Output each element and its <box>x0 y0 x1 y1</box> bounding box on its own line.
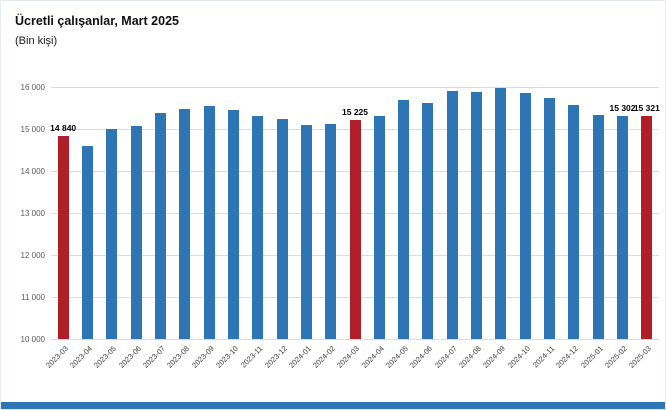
x-axis-tick-label: 2024-09 <box>481 344 508 370</box>
x-axis-tick-label: 2023-07 <box>140 344 167 370</box>
x-axis-tick-label: 2023-06 <box>116 344 143 370</box>
bar <box>568 105 580 339</box>
x-axis-tick-label: 2024-12 <box>554 344 581 370</box>
y-axis-tick-label: 12 000 <box>20 251 45 260</box>
footer-accent-bar <box>1 402 665 409</box>
x-axis-tick-label: 2024-05 <box>384 344 411 370</box>
bar <box>154 113 166 339</box>
x-axis-tick-label: 2024-07 <box>432 344 459 370</box>
y-axis-tick-label: 11 000 <box>21 293 45 302</box>
gridline <box>51 87 659 88</box>
x-axis-tick-label: 2023-04 <box>68 344 94 370</box>
x-axis-tick-label: 2023-03 <box>43 344 70 370</box>
x-axis-tick-label: 2024-03 <box>335 344 362 370</box>
bar <box>446 91 458 339</box>
bar <box>300 125 312 339</box>
bar <box>203 105 215 339</box>
bar <box>179 108 191 339</box>
bar <box>398 100 410 339</box>
bar-highlighted <box>641 115 653 339</box>
bar-value-label: 15 302 <box>609 103 636 114</box>
bar <box>592 115 604 339</box>
x-axis-tick-label: 2023-05 <box>92 344 119 370</box>
y-axis-tick-label: 14 000 <box>20 167 45 176</box>
x-axis-tick-label: 2023-11 <box>238 344 265 370</box>
bar-chart-plot-area: 10 000 11 000 12 000 13 000 14 000 15 000 16 0… <box>21 83 660 370</box>
x-axis-tick-label: 2024-01 <box>286 344 313 370</box>
bar <box>252 115 264 339</box>
x-axis-tick-label: 2024-06 <box>408 344 435 370</box>
gridline <box>51 339 659 340</box>
bar <box>227 109 239 339</box>
x-axis-tick-label: 2023-09 <box>189 344 216 370</box>
x-axis-tick-label: 2024-10 <box>505 344 532 370</box>
bar-highlighted <box>349 119 361 339</box>
y-axis-tick-label: 10 000 <box>20 335 45 344</box>
bar <box>544 97 556 339</box>
y-axis-tick-label: 15 000 <box>20 125 45 134</box>
bar <box>325 123 337 339</box>
bar <box>519 93 531 339</box>
bar <box>617 116 629 339</box>
x-axis-tick-label: 2024-11 <box>530 344 556 370</box>
x-axis-tick-label: 2025-01 <box>578 344 605 370</box>
bar <box>106 129 118 339</box>
bar-value-label: 14 840 <box>50 122 77 133</box>
bar <box>81 145 93 339</box>
bar <box>276 118 288 339</box>
x-axis-tick-label: 2023-08 <box>165 344 192 370</box>
y-axis-tick-label: 13 000 <box>20 209 45 218</box>
bar-highlighted <box>57 135 69 339</box>
x-axis-tick-label: 2024-02 <box>311 344 338 370</box>
bar-value-label: 15 225 <box>342 106 368 117</box>
bar-value-label: 15 321 <box>633 102 660 113</box>
bar <box>130 126 142 339</box>
bar <box>373 115 385 339</box>
chart-header: Ücretli çalışanlar, Mart 2025 (Bin kişi) <box>15 14 179 47</box>
bar <box>471 92 483 339</box>
chart-title: Ücretli çalışanlar, Mart 2025 <box>15 14 179 28</box>
bar <box>495 87 507 339</box>
x-axis-tick-label: 2024-08 <box>457 344 483 370</box>
x-axis-tick-label: 2025-03 <box>627 344 654 370</box>
bar <box>422 103 434 339</box>
x-axis-tick-label: 2025-02 <box>603 344 629 370</box>
chart-subtitle: (Bin kişi) <box>15 35 58 47</box>
x-axis-tick-label: 2024-04 <box>359 344 386 370</box>
y-axis-tick-label: 16 000 <box>20 83 45 92</box>
x-axis-tick-label: 2023-12 <box>262 344 289 370</box>
x-axis-tick-label: 2023-10 <box>213 344 240 370</box>
